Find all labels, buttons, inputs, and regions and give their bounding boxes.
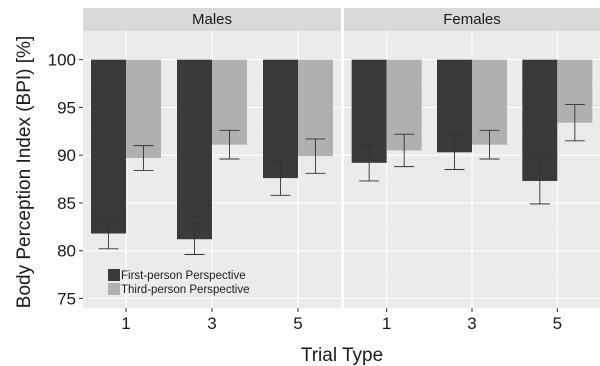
facet-strip-label: Females (443, 11, 501, 28)
y-axis: 75 80 85 90 95 100 (48, 51, 83, 308)
x-tick-label: 1 (382, 314, 391, 333)
panels-layer: Males 1 3 5 Females 1 3 5 (83, 8, 600, 333)
legend-swatch (108, 269, 120, 281)
bar (177, 59, 212, 240)
bar (126, 59, 161, 159)
error-bar (529, 157, 550, 205)
x-tick-label: 3 (207, 314, 216, 333)
y-tick-label: 95 (57, 98, 76, 117)
y-tick-label: 85 (57, 194, 76, 213)
error-bar (305, 138, 326, 174)
legend-label: Third-person Perspective (121, 284, 249, 296)
facet-strip (344, 8, 600, 31)
error-bar (564, 104, 585, 142)
x-tick-label: 1 (121, 314, 130, 333)
error-bar (98, 217, 119, 250)
y-tick-label: 75 (57, 289, 76, 308)
error-bar (444, 134, 465, 170)
y-axis-title: Body Perception Index (BPI) [%] (14, 36, 35, 308)
x-tick-label: 5 (293, 314, 302, 333)
error-bar (184, 223, 205, 255)
panel-males: Males 1 3 5 (83, 8, 341, 333)
facet-strip-label: Males (192, 11, 232, 28)
bar (263, 59, 298, 179)
bar (91, 59, 126, 234)
legend: First-person Perspective Third-person Per… (108, 269, 249, 296)
y-tick-label: 80 (57, 242, 76, 261)
legend-label: First-person Perspective (121, 270, 246, 282)
error-bar (359, 144, 380, 182)
error-bar (133, 145, 154, 171)
facet-strip (83, 8, 341, 31)
x-axis-title: Trial Type (301, 345, 383, 366)
y-tick-label: 100 (48, 51, 76, 70)
error-bar (479, 129, 500, 160)
legend-swatch (108, 283, 120, 295)
panel-females: Females 1 3 5 (344, 8, 600, 333)
error-bar (219, 129, 240, 160)
legend-item: Third-person Perspective (108, 283, 249, 296)
y-tick-label: 90 (57, 146, 76, 165)
error-bar (394, 133, 415, 168)
x-tick-label: 5 (553, 314, 562, 333)
legend-item: First-person Perspective (108, 269, 246, 282)
error-bar (270, 160, 291, 196)
x-tick-label: 3 (467, 314, 476, 333)
